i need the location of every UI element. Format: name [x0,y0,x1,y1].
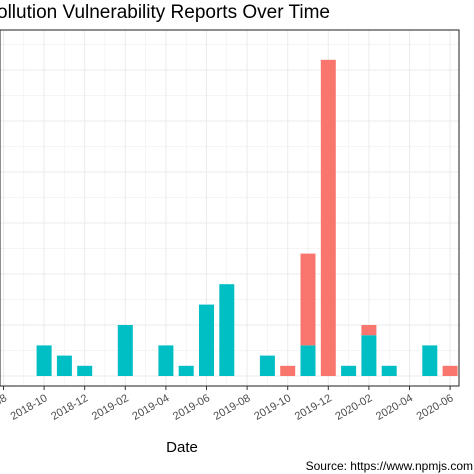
x-tick-label: 2018-12 [49,392,90,423]
bar-2019-02-series-1 [117,325,133,376]
x-tick-label: 2019-02 [90,392,131,423]
bar-2019-06-series-1 [199,304,214,376]
bar-2020-01-series-1 [341,365,357,376]
bar-2019-11-series-2 [300,253,316,346]
bar-2019-05-series-1 [178,365,194,376]
bar-2020-02-series-2 [361,325,377,336]
bar-2020-06-series-2 [442,365,458,376]
bar-2018-11-series-1 [56,355,72,376]
x-axis-title: Date [166,439,198,456]
x-tick-label: 2019-10 [252,392,293,423]
bar-2019-09-series-1 [259,355,275,376]
bar-2019-10-series-2 [280,365,296,376]
bar-2019-12-series-2 [320,59,336,377]
x-tick-label: 2019-06 [171,392,212,423]
x-tick-label: 2019-12 [293,392,334,423]
bar-2018-12-series-1 [77,365,93,376]
x-axis-ticks: 2018-08 2018-10 2018-12 2019-02 2019-04 2019-… [0,386,456,423]
bar-2018-10-series-1 [36,345,52,376]
bar-2020-03-series-1 [381,365,397,376]
plot-panel-border [0,29,460,387]
bar-2020-02-series-1 [361,335,377,376]
x-tick-label: 2020-02 [333,392,374,423]
bar-2019-07-series-1 [219,284,235,376]
bars [36,59,458,377]
x-tick-label: 2018-08 [0,392,9,423]
x-tick-label: 2020-06 [415,392,456,423]
bar-2019-11-series-1 [300,345,316,376]
x-tick-label: 2020-04 [374,392,415,423]
bar-2020-05-series-1 [422,345,438,376]
bar-2019-04-series-1 [158,345,174,376]
x-tick-label: 2019-08 [212,392,253,423]
source-caption: Source: https://www.npmjs.com [306,459,473,473]
chart-title: ollution Vulnerability Reports Over Time [0,2,330,23]
x-tick-label: 2019-04 [130,392,171,423]
x-tick-label: 2018-10 [9,392,50,423]
